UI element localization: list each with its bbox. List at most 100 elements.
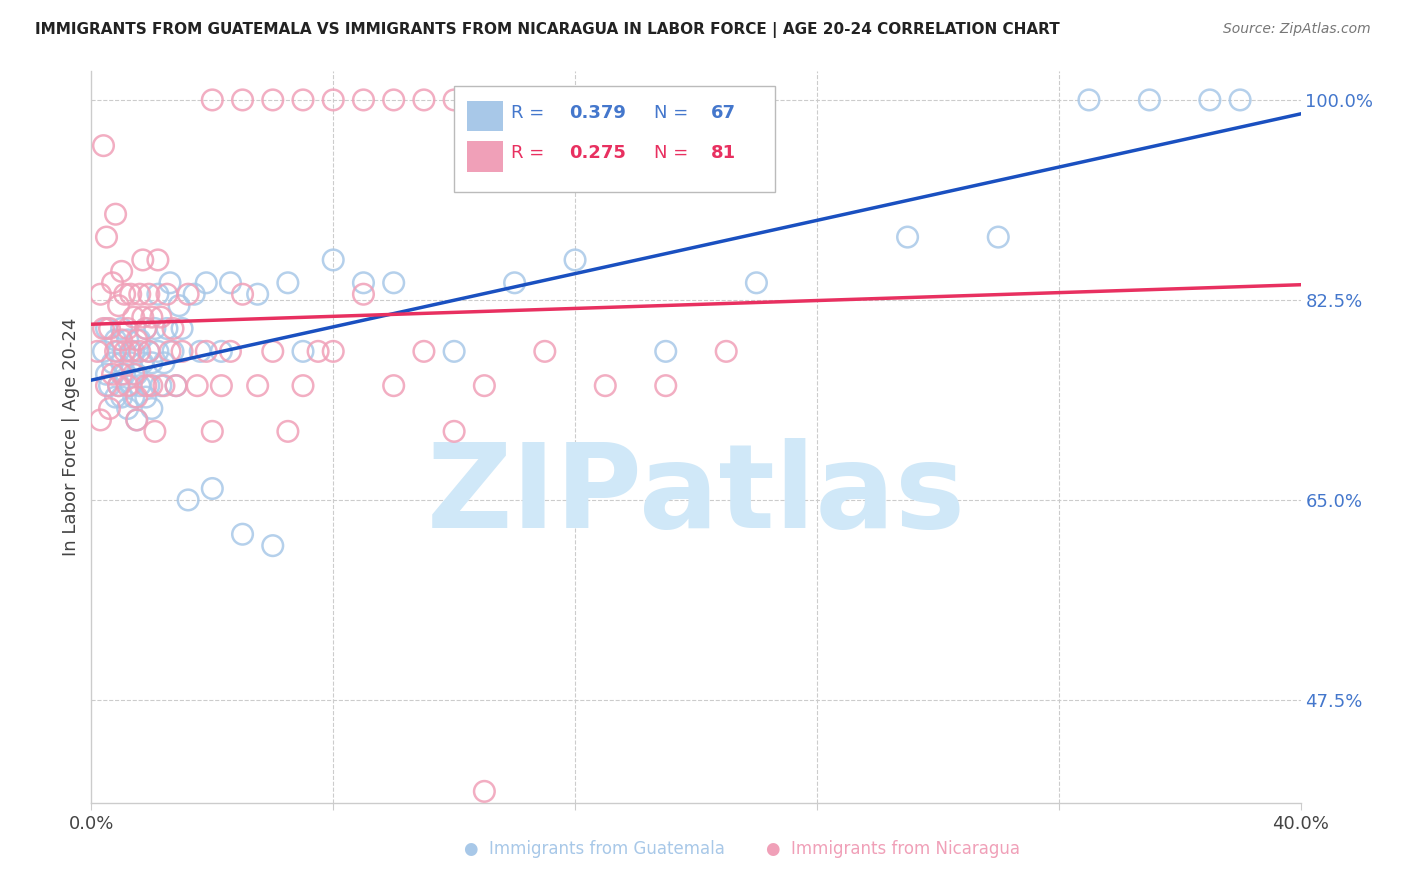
Point (89, 413, 111, 427)
Point (117, 378, 139, 392)
Point (745, 276, 768, 290)
Point (125, 368, 148, 382)
Point (322, 344, 344, 359)
Point (292, 93, 315, 107)
Point (122, 390, 145, 404)
Point (172, 344, 194, 359)
Point (138, 344, 160, 359)
Point (382, 93, 405, 107)
Point (143, 321, 166, 335)
Point (262, 539, 284, 553)
Point (987, 230, 1010, 244)
Point (443, 344, 465, 359)
Point (183, 287, 205, 301)
Point (114, 287, 136, 301)
Point (122, 344, 145, 359)
Point (135, 321, 157, 335)
FancyBboxPatch shape (467, 141, 502, 171)
Point (292, 344, 315, 359)
Point (132, 252, 155, 267)
Point (107, 378, 129, 392)
Point (101, 276, 124, 290)
Point (128, 344, 150, 359)
Point (107, 299, 129, 313)
Point (104, 333, 127, 347)
Point (117, 321, 139, 335)
Point (159, 276, 181, 290)
Point (246, 287, 269, 301)
Point (120, 356, 142, 370)
Point (135, 378, 157, 392)
Point (98, 321, 121, 335)
Point (120, 378, 142, 392)
Point (219, 276, 242, 290)
Point (177, 287, 200, 301)
Text: 81: 81 (710, 145, 735, 162)
Point (141, 310, 163, 324)
Point (111, 356, 132, 370)
Point (122, 310, 145, 324)
Point (897, 230, 920, 244)
Point (472, 378, 495, 392)
Point (246, 378, 269, 392)
Text: N =: N = (654, 145, 693, 162)
Point (111, 368, 132, 382)
Point (322, 93, 344, 107)
Point (1229, 93, 1251, 107)
Text: R =: R = (510, 104, 550, 122)
Text: 67: 67 (710, 104, 735, 122)
Point (125, 390, 148, 404)
Point (277, 425, 299, 439)
Point (188, 344, 211, 359)
Point (413, 344, 436, 359)
Point (111, 321, 132, 335)
Point (141, 356, 163, 370)
Point (277, 276, 299, 290)
Point (96, 368, 118, 382)
Point (503, 93, 526, 107)
Point (89, 287, 111, 301)
Point (125, 413, 148, 427)
Point (533, 344, 555, 359)
Point (159, 344, 181, 359)
Point (86, 344, 108, 359)
Y-axis label: In Labor Force | Age 20-24: In Labor Force | Age 20-24 (62, 318, 80, 557)
Point (231, 93, 253, 107)
Point (93, 344, 115, 359)
Point (201, 425, 224, 439)
Point (132, 356, 155, 370)
Point (146, 344, 169, 359)
Point (149, 310, 172, 324)
Point (165, 378, 187, 392)
FancyBboxPatch shape (454, 86, 775, 192)
Point (153, 356, 176, 370)
Point (128, 378, 150, 392)
Point (111, 390, 132, 404)
Point (443, 93, 465, 107)
Point (352, 276, 374, 290)
Point (595, 378, 617, 392)
FancyBboxPatch shape (467, 101, 502, 131)
Point (322, 252, 344, 267)
Point (125, 333, 148, 347)
Point (128, 333, 150, 347)
Point (93, 321, 115, 335)
Point (122, 368, 145, 382)
Point (138, 287, 160, 301)
Point (292, 378, 315, 392)
Point (1139, 93, 1161, 107)
Point (262, 93, 284, 107)
Point (120, 287, 142, 301)
Point (564, 252, 586, 267)
Text: IMMIGRANTS FROM GUATEMALA VS IMMIGRANTS FROM NICARAGUA IN LABOR FORCE | AGE 20-2: IMMIGRANTS FROM GUATEMALA VS IMMIGRANTS … (35, 22, 1060, 38)
Point (132, 310, 155, 324)
Point (162, 344, 184, 359)
Point (177, 492, 200, 507)
Point (96, 230, 118, 244)
Point (114, 344, 136, 359)
Point (219, 344, 242, 359)
Point (101, 356, 124, 370)
Point (201, 482, 224, 496)
Point (186, 378, 208, 392)
Point (107, 378, 129, 392)
